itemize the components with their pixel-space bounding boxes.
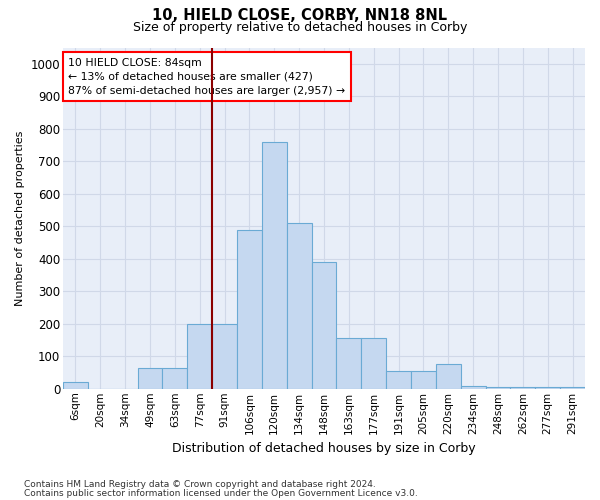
Bar xyxy=(287,223,311,389)
Bar xyxy=(411,371,436,389)
Bar xyxy=(163,368,187,389)
Bar xyxy=(63,382,88,389)
Text: Contains public sector information licensed under the Open Government Licence v3: Contains public sector information licen… xyxy=(24,489,418,498)
Bar xyxy=(337,338,361,389)
Bar xyxy=(262,142,287,389)
Bar xyxy=(187,324,212,389)
Bar xyxy=(461,386,485,389)
Bar xyxy=(137,368,163,389)
Bar xyxy=(386,371,411,389)
Text: 10 HIELD CLOSE: 84sqm
← 13% of detached houses are smaller (427)
87% of semi-det: 10 HIELD CLOSE: 84sqm ← 13% of detached … xyxy=(68,58,346,96)
Bar xyxy=(511,387,535,389)
Bar xyxy=(535,387,560,389)
Bar xyxy=(212,324,237,389)
Bar xyxy=(237,230,262,389)
Bar xyxy=(560,387,585,389)
Bar xyxy=(361,338,386,389)
Bar xyxy=(485,387,511,389)
Y-axis label: Number of detached properties: Number of detached properties xyxy=(15,130,25,306)
Bar xyxy=(436,364,461,389)
Text: Contains HM Land Registry data © Crown copyright and database right 2024.: Contains HM Land Registry data © Crown c… xyxy=(24,480,376,489)
X-axis label: Distribution of detached houses by size in Corby: Distribution of detached houses by size … xyxy=(172,442,476,455)
Text: Size of property relative to detached houses in Corby: Size of property relative to detached ho… xyxy=(133,21,467,34)
Bar xyxy=(311,262,337,389)
Text: 10, HIELD CLOSE, CORBY, NN18 8NL: 10, HIELD CLOSE, CORBY, NN18 8NL xyxy=(152,8,448,22)
